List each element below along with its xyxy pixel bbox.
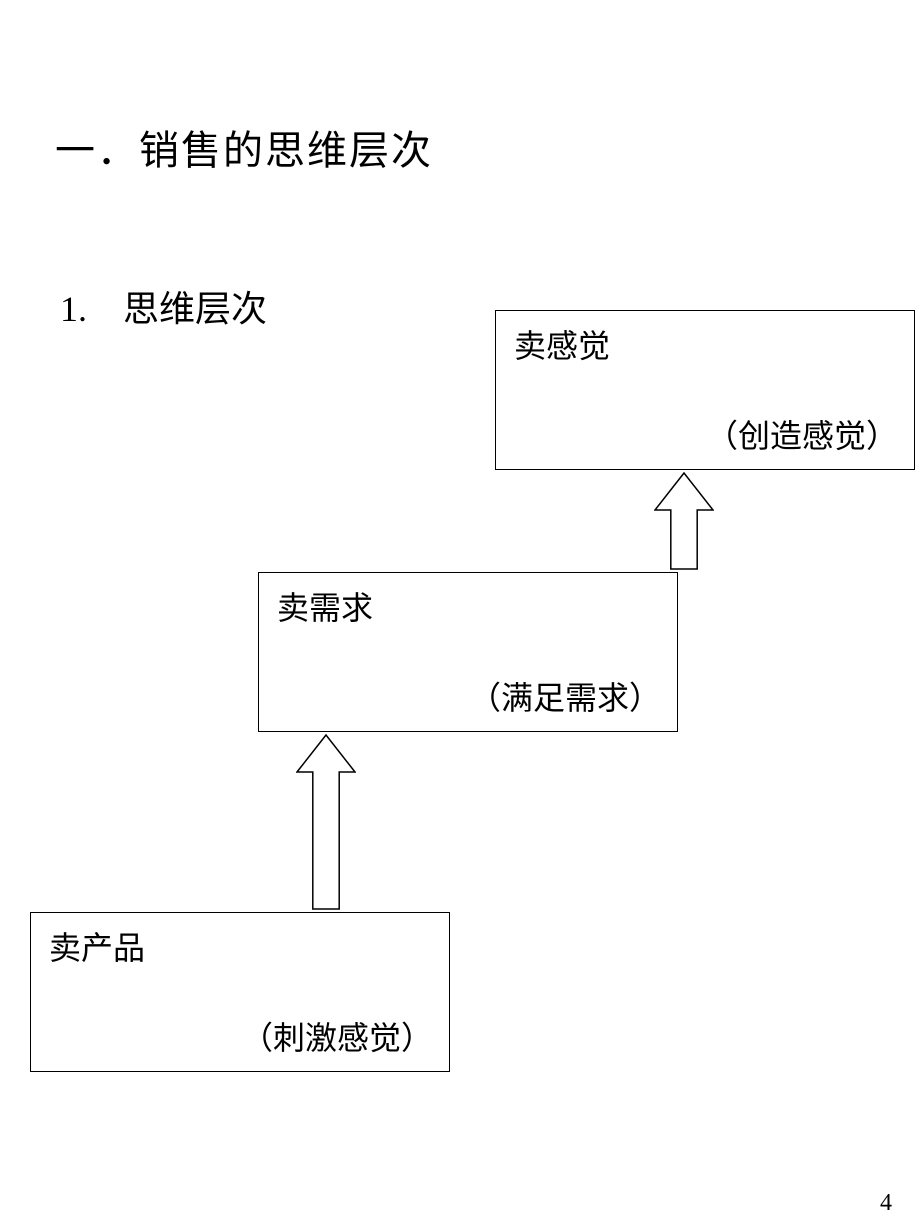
node-top-subtitle: （创造感觉） [706,411,898,457]
node-mid: 卖需求 （满足需求） [258,572,678,732]
node-top: 卖感觉 （创造感觉） [495,310,915,470]
node-top-title: 卖感觉 [514,321,610,367]
section-subheading: 1. 思维层次 [60,280,267,332]
node-mid-title: 卖需求 [277,583,373,629]
arrow-up-icon [654,472,714,570]
section-heading: 一．销售的思维层次 [55,118,433,176]
arrow-up-shape [655,473,713,569]
node-bot-subtitle: （刺激感觉） [241,1013,433,1059]
node-mid-subtitle: （满足需求） [469,673,661,719]
page-number: 4 [880,1190,892,1217]
arrow-up-shape [297,735,355,909]
node-bot-title: 卖产品 [49,923,145,969]
node-bot: 卖产品 （刺激感觉） [30,912,450,1072]
arrow-up-icon [296,734,356,910]
